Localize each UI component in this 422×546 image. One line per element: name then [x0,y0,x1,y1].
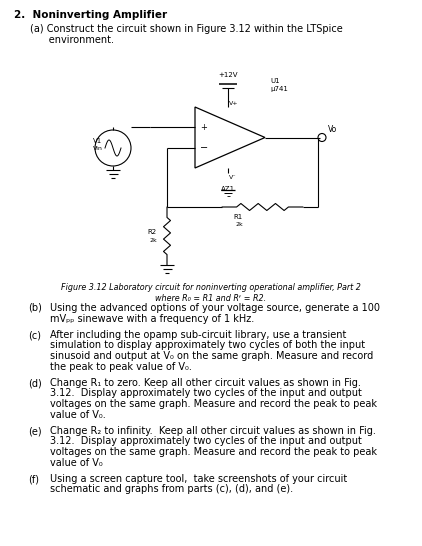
Text: 2k: 2k [149,239,157,244]
Text: V⁻: V⁻ [229,175,236,180]
Text: R2: R2 [147,229,156,235]
Text: (c): (c) [28,330,41,340]
Text: V1: V1 [93,138,102,144]
Text: (a) Construct the circuit shown in Figure 3.12 within the LTSpice: (a) Construct the circuit shown in Figur… [30,24,343,34]
Text: 3.12.  Display approximately two cycles of the input and output: 3.12. Display approximately two cycles o… [50,436,362,447]
Text: After including the opamp sub-circuit library, use a transient: After including the opamp sub-circuit li… [50,330,346,340]
Text: (b): (b) [28,303,42,313]
Text: Change R₂ to infinity.  Keep all other circuit values as shown in Fig.: Change R₂ to infinity. Keep all other ci… [50,426,376,436]
Text: 2.  Noninverting Amplifier: 2. Noninverting Amplifier [14,10,167,20]
Text: simulation to display approximately two cycles of both the input: simulation to display approximately two … [50,341,365,351]
Text: where R₀ = R1 and Rᶠ = R2.: where R₀ = R1 and Rᶠ = R2. [155,294,267,303]
Text: sinusoid and output at V₀ on the same graph. Measure and record: sinusoid and output at V₀ on the same gr… [50,351,373,361]
Text: −: − [200,143,208,153]
Text: the peak to peak value of V₀.: the peak to peak value of V₀. [50,361,192,371]
Text: μ741: μ741 [270,86,288,92]
Text: value of V₀.: value of V₀. [50,410,106,419]
Text: Using the advanced options of your voltage source, generate a 100: Using the advanced options of your volta… [50,303,380,313]
Text: mVₚₚ sinewave with a frequency of 1 kHz.: mVₚₚ sinewave with a frequency of 1 kHz. [50,313,254,323]
Text: Vo: Vo [328,124,337,134]
Text: (f): (f) [28,474,39,484]
Text: (e): (e) [28,426,42,436]
Text: Change R₁ to zero. Keep all other circuit values as shown in Fig.: Change R₁ to zero. Keep all other circui… [50,378,361,388]
Text: +12V: +12V [218,72,238,78]
Text: environment.: environment. [30,35,114,45]
Text: value of V₀: value of V₀ [50,458,103,467]
Text: V+: V+ [229,101,238,106]
Text: (d): (d) [28,378,42,388]
Text: voltages on the same graph. Measure and record the peak to peak: voltages on the same graph. Measure and … [50,447,377,457]
Text: Figure 3.12 Laboratory circuit for noninverting operational amplifier, Part 2: Figure 3.12 Laboratory circuit for nonin… [61,283,361,292]
Text: AZ1: AZ1 [221,186,235,192]
Text: 3.12.  Display approximately two cycles of the input and output: 3.12. Display approximately two cycles o… [50,389,362,399]
Text: Vin: Vin [93,146,103,151]
Text: schematic and graphs from parts (c), (d), and (e).: schematic and graphs from parts (c), (d)… [50,484,293,495]
Text: +: + [200,123,207,132]
Text: voltages on the same graph. Measure and record the peak to peak: voltages on the same graph. Measure and … [50,399,377,409]
Text: 2k: 2k [235,222,243,227]
Text: R1: R1 [233,214,242,220]
Text: Using a screen capture tool,  take screenshots of your circuit: Using a screen capture tool, take screen… [50,474,347,484]
Text: U1: U1 [270,78,280,84]
